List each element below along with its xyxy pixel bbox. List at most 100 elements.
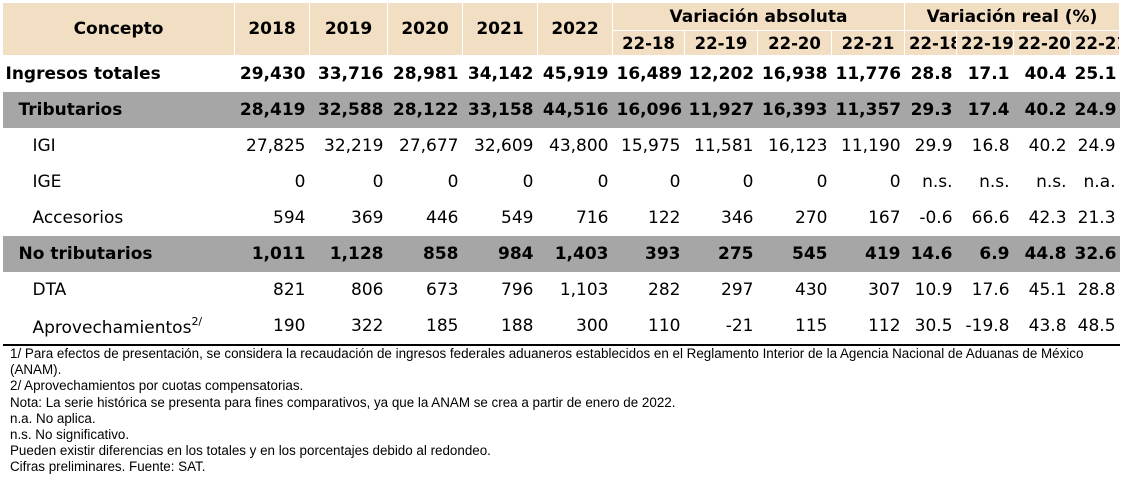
footnote: n.a. No aplica.: [10, 410, 96, 426]
row-label-text: Accesorios: [32, 208, 124, 228]
row-label: DTA: [3, 272, 235, 308]
table-cell: 43.8: [1013, 308, 1071, 346]
footnote: Nota: La serie histórica se presenta par…: [10, 394, 676, 410]
table-cell: 0: [294, 172, 306, 192]
table-cell: 12,202: [688, 64, 755, 84]
table-cell: 29.9: [914, 136, 953, 156]
table-cell: 10.9: [914, 280, 953, 300]
table-cell: -19.8: [956, 308, 1014, 346]
table-cell: 11,581: [694, 136, 754, 156]
row-label: IGI: [3, 128, 235, 164]
row-label-text: Tributarios: [18, 100, 123, 120]
row-accesorios: Accesorios 594 369 446 549 716 122 346 270 167 -0.…: [3, 200, 1120, 236]
table-cell: 984: [462, 236, 538, 272]
row-aprovechamientos: Aprovechamientos2/190 322 185 188 300 110 -21 1…: [2, 308, 1120, 346]
table-cell: 28,419: [234, 92, 310, 128]
header-year: 2022: [537, 2, 613, 56]
table-cell: 0: [597, 172, 609, 192]
table-cell: 300: [537, 308, 613, 346]
table-cell: 17.6: [971, 280, 1010, 300]
header-real-col: 22-21: [1070, 30, 1121, 56]
row-label-text: IGE: [32, 172, 62, 192]
header-year: 2020: [387, 2, 463, 56]
row-label: Tributarios: [2, 92, 235, 128]
row-label-text: No tributarios: [18, 244, 153, 264]
table-cell: 28.8: [910, 64, 953, 84]
table-cell: -0.6: [919, 208, 953, 228]
table-cell: 112: [831, 308, 905, 346]
table-cell: 11,927: [684, 92, 758, 128]
table-cell: 32,219: [324, 136, 384, 156]
table-cell: 25.1: [1074, 64, 1117, 84]
table-cell: 307: [868, 280, 901, 300]
header-year: 2018: [234, 2, 310, 56]
table-cell: 40.4: [1024, 64, 1067, 84]
table-cell: 1,403: [537, 236, 613, 272]
table-cell: 6.9: [956, 236, 1014, 272]
table-cell: 14.6: [904, 236, 957, 272]
row-no-tributarios: No tributarios 1,011 1,128 858 984 1,403 393 27…: [2, 236, 1120, 272]
header-real-col: 22-19: [956, 30, 1015, 56]
table-cell: 16,393: [757, 92, 832, 128]
table-cell: 0: [816, 172, 828, 192]
row-igi: IGI 27,825 32,219 27,677 32,609 43,800 15,975 1…: [3, 128, 1120, 164]
table-cell: 446: [426, 208, 459, 228]
table-cell: 16,938: [761, 64, 828, 84]
row-dta: DTA 821 806 673 796 1,103 282 297 430 307 10.9 17.6…: [3, 272, 1120, 308]
table-cell: 29,430: [239, 64, 306, 84]
table-cell: 16,489: [616, 64, 683, 84]
table-cell: 29.3: [904, 92, 957, 128]
table-cell: 33,716: [317, 64, 384, 84]
table-cell: 45.1: [1028, 280, 1067, 300]
table-cell: 0: [889, 172, 901, 192]
footnote: Cifras preliminares. Fuente: SAT.: [10, 459, 206, 475]
header-year: 2019: [309, 2, 388, 56]
row-ige: IGE 0 0 0 0 0 0 0 0 0 n.s. n.s. n.s. n.a.: [3, 164, 1120, 200]
footnote: 2/ Aprovechamientos por cuotas compensat…: [10, 378, 304, 394]
row-label: Ingresos totales: [3, 56, 235, 93]
table-cell: 282: [648, 280, 681, 300]
table-cell: 0: [522, 172, 534, 192]
footnote: 1/ Para efectos de presentación, se cons…: [10, 346, 1084, 378]
table-cell: 43,800: [549, 136, 609, 156]
table-cell: 167: [868, 208, 901, 228]
table-cell: 32,609: [474, 136, 534, 156]
table-cell: 0: [372, 172, 384, 192]
table-cell: 44,516: [537, 92, 613, 128]
table-cell: 42.3: [1028, 208, 1067, 228]
table-cell: 24.9: [1077, 136, 1116, 156]
table-cell: 858: [387, 236, 463, 272]
table-cell: 16.8: [971, 136, 1010, 156]
footnotes: 1/ Para efectos de presentación, se cons…: [10, 346, 1118, 476]
table-cell: 66.6: [971, 208, 1010, 228]
row-label-text: IGI: [32, 136, 56, 156]
table-cell: n.s.: [922, 172, 953, 192]
table-cell: 28,981: [392, 64, 459, 84]
header-abs-col: 22-19: [684, 30, 758, 56]
table-cell: 545: [757, 236, 832, 272]
table-cell: 275: [684, 236, 758, 272]
table-cell: 15,975: [621, 136, 681, 156]
table-cell: 27,677: [399, 136, 459, 156]
table-cell: 16,123: [768, 136, 828, 156]
table-cell: 419: [831, 236, 905, 272]
table-cell: 806: [351, 280, 384, 300]
row-label: IGE: [3, 164, 235, 200]
table-cell: 297: [721, 280, 754, 300]
table-cell: 30.5: [904, 308, 957, 346]
table-cell: 17.4: [956, 92, 1014, 128]
table-cell: 11,190: [841, 136, 901, 156]
table-cell: 393: [612, 236, 685, 272]
row-tributarios: Tributarios 28,419 32,588 28,122 33,158 44,51…: [2, 92, 1120, 128]
row-label-text: Ingresos totales: [5, 64, 161, 84]
table-cell: 27,825: [246, 136, 306, 156]
header-year: 2021: [462, 2, 538, 56]
header-concepto: Concepto: [2, 2, 235, 56]
table-cell: 44.8: [1013, 236, 1071, 272]
table-cell: 122: [648, 208, 681, 228]
header-abs-col: 22-18: [612, 30, 685, 56]
footnote-marker: 2/: [191, 314, 203, 328]
footnote: n.s. No significativo.: [10, 427, 130, 443]
row-label: Accesorios: [3, 200, 235, 236]
table-cell: 0: [742, 172, 754, 192]
